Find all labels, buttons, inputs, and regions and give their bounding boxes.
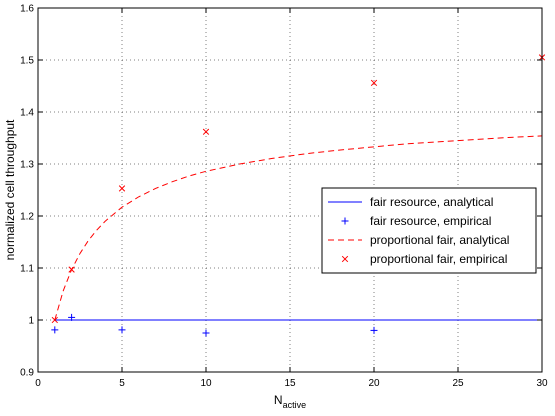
plus-marker	[51, 326, 59, 334]
y-tick-label: 1.3	[20, 160, 34, 171]
plus-marker	[68, 313, 76, 321]
x-tick-label: 15	[284, 378, 296, 389]
legend-item: fair resource, empirical	[341, 214, 491, 228]
legend-label: fair resource, analytical	[370, 195, 493, 209]
x-marker	[341, 255, 349, 263]
plus-marker	[118, 326, 126, 334]
x-marker	[51, 316, 58, 324]
series-layer	[51, 54, 546, 337]
legend-item: proportional fair, analytical	[328, 233, 509, 247]
series-1	[51, 313, 378, 337]
ticks: 0 5 10 15 20 25 30 0.9 1 1.1 1.2 1.3 1.4 1.5 1.6	[20, 4, 548, 390]
series-2	[54, 135, 543, 321]
x-tick-label: 0	[35, 378, 41, 389]
y-tick-label: 1	[28, 316, 34, 327]
series-3	[51, 54, 546, 324]
legend-label: fair resource, empirical	[370, 214, 491, 228]
plus-marker	[341, 217, 349, 225]
x-tick-label: 30	[536, 378, 548, 389]
y-tick-label: 1.6	[20, 4, 34, 15]
x-tick-label: 10	[200, 378, 212, 389]
y-tick-label: 1.4	[20, 108, 34, 119]
legend-label: proportional fair, empirical	[370, 252, 507, 266]
x-marker	[68, 266, 75, 273]
y-tick-label: 1.2	[20, 212, 34, 223]
x-tick-label: 20	[368, 378, 380, 389]
series-line	[54, 135, 543, 321]
x-marker	[118, 185, 126, 192]
legend-item: proportional fair, empirical	[341, 252, 507, 266]
plus-marker	[370, 326, 378, 334]
y-axis-label: normalized cell throughput	[3, 119, 17, 260]
legend-item: fair resource, analytical	[328, 195, 493, 209]
x-axis-label: Nactive	[274, 393, 306, 410]
y-tick-label: 0.9	[20, 368, 34, 379]
y-tick-label: 1.1	[20, 264, 34, 275]
x-tick-label: 25	[452, 378, 464, 389]
y-tick-label: 1.5	[20, 56, 34, 67]
legend-label: proportional fair, analytical	[370, 233, 509, 247]
legend: fair resource, analytical fair resource, …	[321, 187, 537, 274]
x-marker	[202, 128, 210, 135]
x-tick-label: 5	[119, 378, 125, 389]
plus-marker	[202, 329, 210, 337]
x-marker	[370, 79, 378, 87]
